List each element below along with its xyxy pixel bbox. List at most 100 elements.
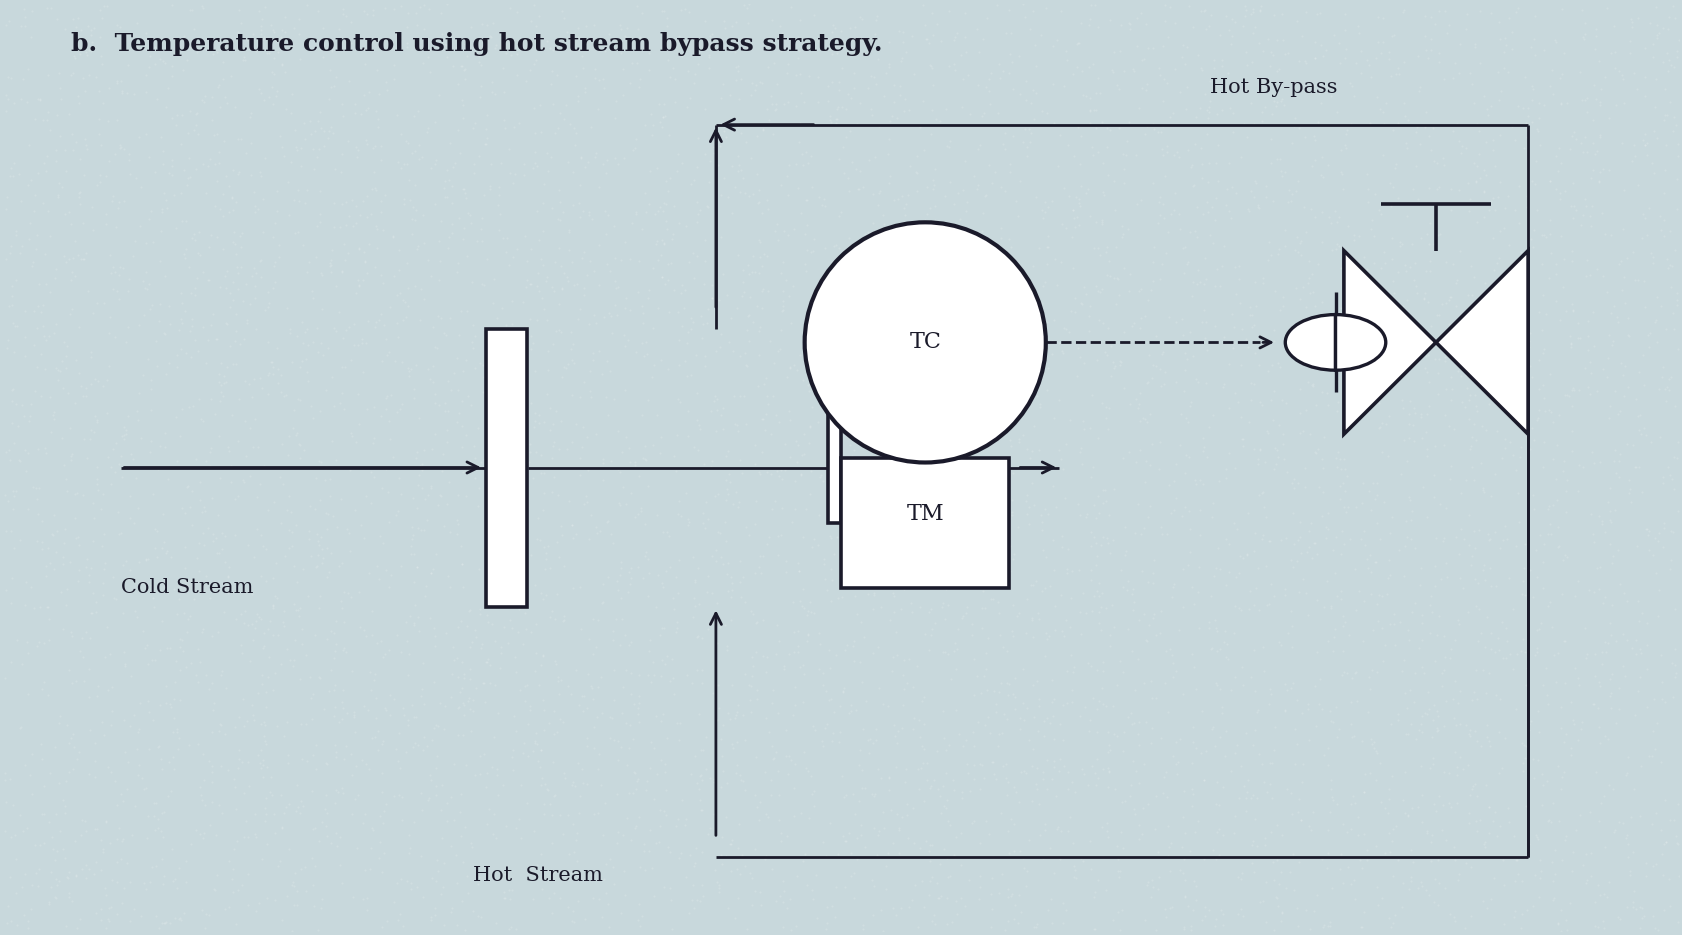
Point (202, 332, 229, 347)
Point (1468, 185, 1495, 200)
Point (979, 591, 1006, 606)
Point (1502, 463, 1529, 478)
Point (82, 595, 109, 610)
Point (501, 724, 528, 739)
Point (1283, 693, 1310, 708)
Point (415, 65, 442, 79)
Point (822, 530, 849, 545)
Point (965, 225, 992, 240)
Point (627, 504, 654, 519)
Point (146, 921, 173, 935)
Point (918, 173, 945, 188)
Point (706, 230, 733, 245)
Point (1235, 202, 1262, 217)
Point (313, 818, 340, 833)
Point (441, 653, 468, 668)
Point (644, 300, 671, 315)
Point (205, 155, 232, 170)
Point (1406, 80, 1433, 95)
Point (168, 633, 195, 648)
Point (752, 807, 779, 822)
Point (1522, 543, 1549, 558)
Point (696, 771, 723, 786)
Point (542, 125, 569, 140)
Point (836, 465, 863, 480)
Point (114, 283, 141, 298)
Point (865, 118, 891, 133)
Point (352, 253, 378, 268)
Point (45, 65, 72, 80)
Point (1283, 229, 1310, 244)
Point (1236, 300, 1263, 315)
Point (471, 354, 498, 369)
Point (168, 137, 195, 151)
Point (641, 888, 668, 903)
Point (764, 529, 791, 544)
Point (997, 888, 1024, 903)
Point (170, 606, 197, 621)
Point (57, 68, 84, 83)
Point (50, 805, 77, 820)
Point (1189, 476, 1216, 491)
Point (1504, 1, 1531, 16)
Point (1425, 3, 1452, 18)
Point (35, 611, 62, 626)
Point (1362, 743, 1389, 758)
Point (1061, 784, 1088, 799)
Point (473, 780, 500, 795)
Point (1633, 615, 1660, 630)
Point (150, 915, 177, 930)
Point (521, 664, 548, 679)
Point (1095, 508, 1122, 523)
Point (37, 424, 64, 439)
Point (634, 589, 661, 604)
Point (960, 652, 987, 667)
Point (1285, 584, 1312, 599)
Point (979, 244, 1006, 259)
Point (1253, 364, 1280, 379)
Point (1611, 768, 1638, 783)
Point (715, 583, 742, 598)
Point (824, 240, 851, 255)
Point (563, 864, 590, 879)
Point (1485, 692, 1512, 707)
Point (1431, 881, 1458, 896)
Point (1529, 377, 1556, 392)
Point (456, 702, 483, 717)
Point (247, 22, 274, 37)
Point (400, 390, 427, 405)
Point (1351, 351, 1378, 366)
Point (207, 202, 234, 217)
Point (834, 420, 861, 435)
Point (949, 234, 976, 249)
Point (616, 565, 643, 580)
Point (1263, 891, 1290, 906)
Point (431, 518, 458, 533)
Point (999, 552, 1026, 567)
Point (205, 99, 232, 114)
Point (1051, 491, 1078, 506)
Point (247, 568, 274, 583)
Point (1304, 316, 1330, 331)
Point (1245, 197, 1272, 212)
Wedge shape (1336, 314, 1384, 370)
Point (91, 0, 118, 13)
Point (257, 17, 284, 32)
Point (1162, 145, 1189, 160)
Point (148, 129, 175, 144)
Point (1586, 679, 1613, 694)
Point (705, 486, 732, 501)
Point (621, 764, 648, 779)
Point (1448, 138, 1475, 153)
Point (493, 231, 520, 246)
Point (328, 263, 355, 278)
Point (79, 496, 106, 511)
Point (701, 821, 728, 836)
Point (639, 321, 666, 336)
Point (681, 748, 708, 763)
Point (353, 209, 380, 224)
Point (624, 0, 651, 13)
Point (688, 772, 715, 787)
Point (224, 489, 251, 504)
Point (1510, 738, 1537, 753)
